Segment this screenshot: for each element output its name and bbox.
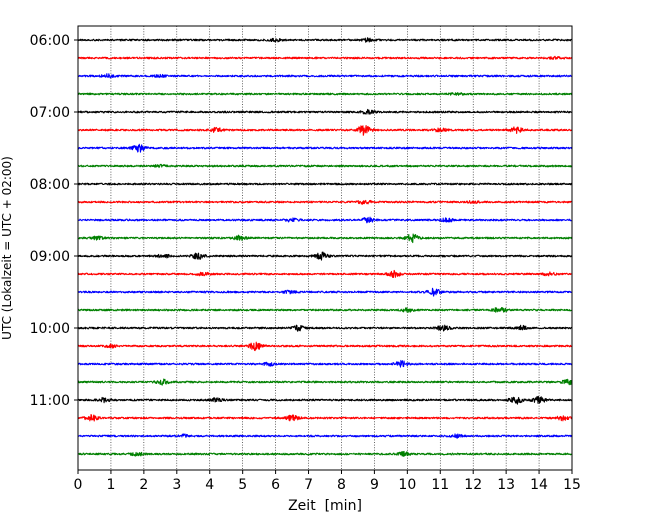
x-axis-label: Zeit [min] <box>288 498 362 514</box>
trace-0800 <box>77 182 573 186</box>
x-tick-label: 4 <box>205 477 214 493</box>
y-tick-label: 06:00 <box>30 33 70 49</box>
x-axis-ticks: 0 1 2 3 4 5 6 7 8 9 10 11 12 13 14 15 <box>74 470 581 493</box>
x-tick-label: 14 <box>530 477 548 493</box>
trace-1115 <box>77 413 573 422</box>
x-tick-label: 7 <box>304 477 313 493</box>
trace-0815 <box>77 199 573 205</box>
trace-0645 <box>77 91 573 96</box>
x-tick-label: 0 <box>74 477 83 493</box>
trace-1145 <box>77 450 573 457</box>
y-axis-label: UTC (Lokalzeit = UTC + 02:00) <box>0 156 14 340</box>
y-tick-label: 11:00 <box>30 393 70 409</box>
grid-lines <box>110 26 540 470</box>
trace-0700 <box>77 108 573 115</box>
x-tick-label: 15 <box>563 477 581 493</box>
trace-0730 <box>77 143 573 153</box>
trace-0930 <box>77 287 573 297</box>
trace-0630 <box>77 73 573 79</box>
trace-0830 <box>77 216 573 224</box>
trace-0600 <box>77 37 573 43</box>
x-tick-label: 8 <box>337 477 346 493</box>
y-tick-label: 07:00 <box>30 105 70 121</box>
y-tick-label: 10:00 <box>30 321 70 337</box>
y-axis-ticks: 06:00 07:00 08:00 09:00 10:00 11:00 <box>30 33 78 409</box>
trace-1000 <box>77 324 573 332</box>
trace-0945 <box>77 306 573 313</box>
y-tick-label: 08:00 <box>30 177 70 193</box>
x-tick-label: 11 <box>431 477 449 493</box>
trace-0615 <box>77 55 573 60</box>
trace-1015 <box>77 341 573 352</box>
x-tick-label: 1 <box>106 477 115 493</box>
trace-1130 <box>77 433 573 439</box>
x-tick-label: 10 <box>398 477 416 493</box>
trace-0845 <box>77 233 573 244</box>
trace-0900 <box>77 251 573 261</box>
x-tick-label: 5 <box>238 477 247 493</box>
y-tick-label: 09:00 <box>30 249 70 265</box>
trace-1100 <box>77 395 573 405</box>
x-tick-label: 2 <box>139 477 148 493</box>
trace-series <box>77 37 573 457</box>
trace-0745 <box>77 163 573 169</box>
trace-1030 <box>77 359 573 368</box>
trace-1045 <box>77 378 573 386</box>
plot-frame <box>77 25 573 471</box>
trace-0715 <box>77 124 573 136</box>
x-tick-label: 12 <box>464 477 482 493</box>
x-tick-label: 9 <box>370 477 379 493</box>
x-tick-label: 3 <box>172 477 181 493</box>
x-tick-label: 13 <box>497 477 515 493</box>
x-tick-label: 6 <box>271 477 280 493</box>
trace-0915 <box>77 269 573 279</box>
